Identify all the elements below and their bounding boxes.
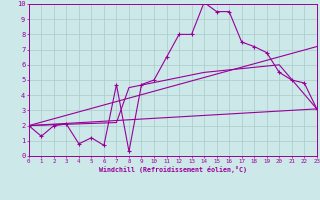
X-axis label: Windchill (Refroidissement éolien,°C): Windchill (Refroidissement éolien,°C) (99, 166, 247, 173)
